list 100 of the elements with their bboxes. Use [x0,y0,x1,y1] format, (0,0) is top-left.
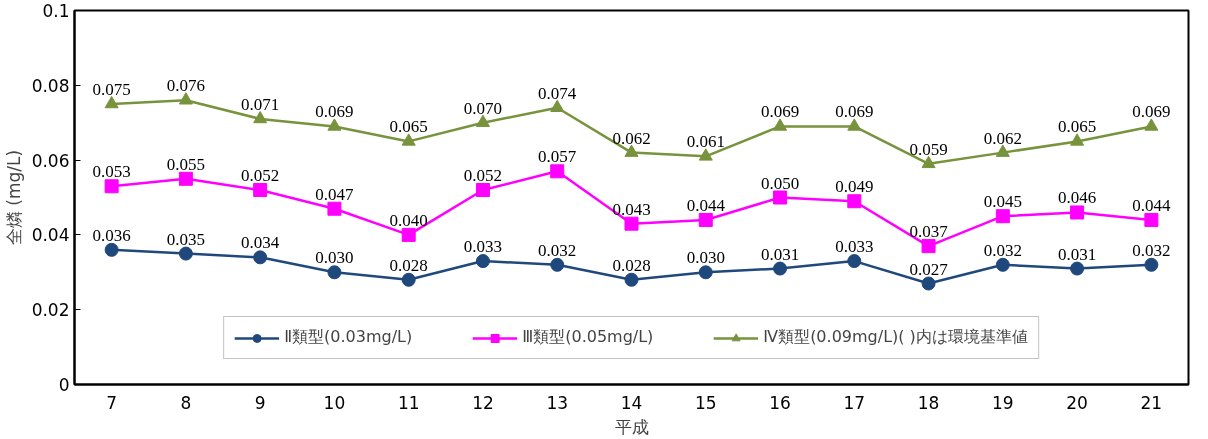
point [475,114,490,127]
data-label: 0.043 [612,199,651,219]
point [698,212,713,227]
data-label: 0.032 [1132,240,1171,260]
point [253,183,268,198]
data-label: 0.059 [909,139,948,159]
y-axis-title: 全燐 (mg/L) [3,149,24,246]
x-tick-label: 9 [254,392,266,413]
data-label: 0.053 [92,162,131,182]
legend-label: Ⅳ類型(0.09mg/L)( )内は環境基準値 [763,327,1028,348]
point [401,227,416,242]
data-label: 0.076 [166,76,206,96]
data-label: 0.034 [241,233,280,253]
y-tick-label: 0.08 [31,75,70,96]
x-tick-label: 15 [694,392,717,413]
point [475,254,490,269]
data-label: 0.074 [538,83,577,103]
point [178,246,193,261]
legend-label: Ⅱ類型(0.03mg/L) [284,327,413,348]
data-label: 0.069 [1132,102,1171,122]
point [550,99,565,112]
point [401,133,416,146]
x-tick-label: 12 [472,392,494,413]
data-label: 0.065 [389,117,428,137]
data-label: 0.032 [983,240,1022,260]
data-label: 0.040 [389,210,428,230]
x-tick-label: 11 [397,392,420,413]
point [698,265,713,280]
data-label: 0.069 [835,102,874,122]
data-label: 0.030 [315,248,354,268]
point [995,209,1010,224]
data-label: 0.028 [389,255,428,275]
point [104,95,119,109]
data-label: 0.030 [686,248,725,268]
data-label: 0.069 [760,102,800,122]
x-tick-label: 16 [769,392,791,413]
data-label: 0.033 [835,237,874,257]
point [1070,205,1085,220]
data-label: 0.071 [241,94,280,114]
point [847,118,862,131]
data-label: 0.031 [1057,244,1097,264]
y-tick-label: 0.02 [31,300,70,321]
point [550,164,565,179]
point [847,254,862,269]
point [773,118,788,131]
x-tick-label: 8 [180,392,192,413]
data-label: 0.062 [983,128,1022,148]
data-label: 0.047 [315,184,355,204]
point [1144,212,1159,227]
point [921,155,936,169]
data-label: 0.049 [835,177,874,197]
data-label: 0.075 [92,80,131,99]
data-label: 0.028 [612,255,651,275]
point [1070,261,1085,276]
point [1144,257,1159,272]
point [401,272,416,287]
y-tick-label: 0.04 [31,225,70,246]
legend-label: Ⅲ類型(0.05mg/L) [522,327,654,348]
point [995,144,1010,157]
data-label: 0.057 [538,147,577,167]
point [921,239,936,254]
data-label: 0.037 [909,222,949,242]
point [178,92,193,105]
x-tick-label: 13 [546,392,569,413]
point [995,257,1010,272]
data-label: 0.055 [166,154,206,174]
point [921,276,936,291]
point [104,242,119,257]
point [773,261,788,276]
x-tick-label: 18 [917,392,940,413]
point [327,265,342,280]
point [475,183,490,198]
x-tick-label: 7 [106,392,118,413]
data-label: 0.062 [612,128,651,148]
data-label: 0.061 [686,132,725,152]
data-label: 0.045 [983,192,1022,212]
point [253,250,268,265]
data-label: 0.044 [686,195,726,215]
point [624,272,639,287]
data-label: 0.035 [166,229,206,249]
point [624,144,639,157]
x-tick-label: 14 [620,392,643,413]
data-label: 0.052 [463,166,503,186]
data-label: 0.046 [1057,188,1097,208]
point [1070,133,1085,146]
point [550,257,565,272]
x-tick-label: 20 [1066,392,1088,413]
point [327,118,342,131]
x-tick-label: 10 [323,392,346,413]
point [698,148,713,161]
point [624,216,639,231]
point [1144,118,1159,131]
point [773,190,788,205]
data-label: 0.050 [760,173,800,193]
y-tick-label: 0.06 [31,150,70,171]
data-label: 0.052 [241,166,280,186]
x-tick-label: 21 [1140,392,1163,413]
data-label: 0.031 [760,244,800,264]
y-tick-label: 0.1 [42,1,70,21]
data-label: 0.069 [315,102,354,122]
